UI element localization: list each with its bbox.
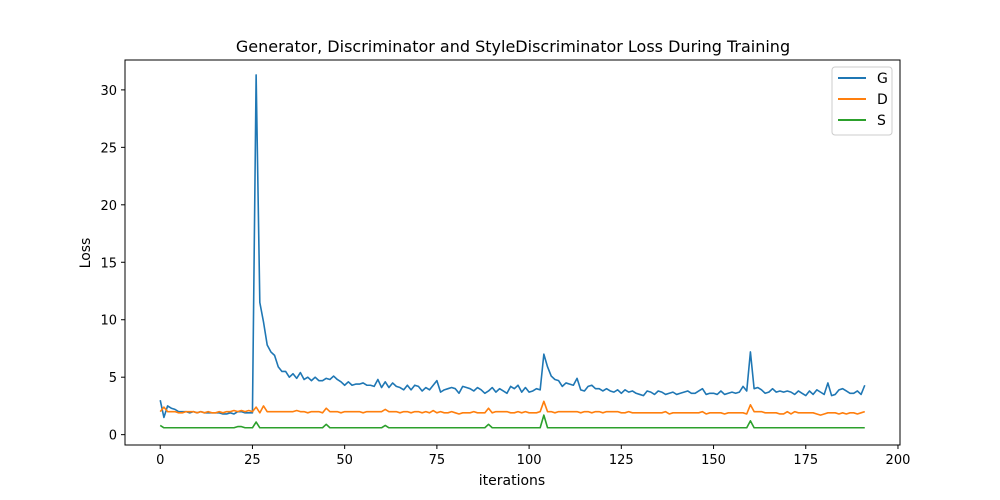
y-tick-label: 10: [100, 314, 117, 329]
x-axis-label: iterations: [479, 473, 545, 489]
series-line-d: [159, 400, 866, 416]
y-tick-label: 0: [109, 429, 117, 444]
y-axis-ticks: 0 5 10 15 20 25 30: [100, 84, 125, 444]
legend-label-g: G: [877, 71, 888, 87]
x-tick-label: 150: [701, 453, 726, 468]
x-tick-label: 50: [336, 453, 353, 468]
legend: G D S: [831, 66, 893, 136]
y-tick-label: 20: [100, 199, 117, 214]
x-tick-label: 75: [429, 453, 446, 468]
chart-title: Generator, Discriminator and StyleDiscri…: [236, 37, 790, 56]
legend-label-d: D: [877, 92, 888, 108]
series-lines: [159, 74, 866, 429]
plot-area: 0 25 50 75 100 125 150 175 200 0 5 10 15 20 25 30: [100, 59, 910, 468]
legend-box: [831, 66, 893, 136]
y-tick-label: 25: [100, 141, 117, 156]
x-tick-label: 125: [609, 453, 634, 468]
x-axis-ticks: 0 25 50 75 100 125 150 175 200: [156, 445, 910, 468]
series-line-g: [159, 74, 866, 419]
x-tick-label: 0: [156, 453, 164, 468]
legend-entry-s: S: [838, 113, 886, 129]
axes-frame: [124, 59, 901, 446]
legend-label-s: S: [877, 113, 886, 129]
x-tick-label: 100: [517, 453, 542, 468]
legend-entry-d: D: [838, 92, 888, 108]
y-tick-label: 30: [100, 84, 117, 99]
y-axis-label: Loss: [78, 238, 94, 269]
series-line-s: [159, 414, 865, 429]
x-tick-label: 200: [886, 453, 911, 468]
x-tick-label: 175: [793, 453, 818, 468]
legend-entry-g: G: [838, 71, 888, 87]
x-tick-label: 25: [244, 453, 261, 468]
y-tick-label: 15: [100, 256, 117, 271]
y-tick-label: 5: [109, 371, 117, 386]
